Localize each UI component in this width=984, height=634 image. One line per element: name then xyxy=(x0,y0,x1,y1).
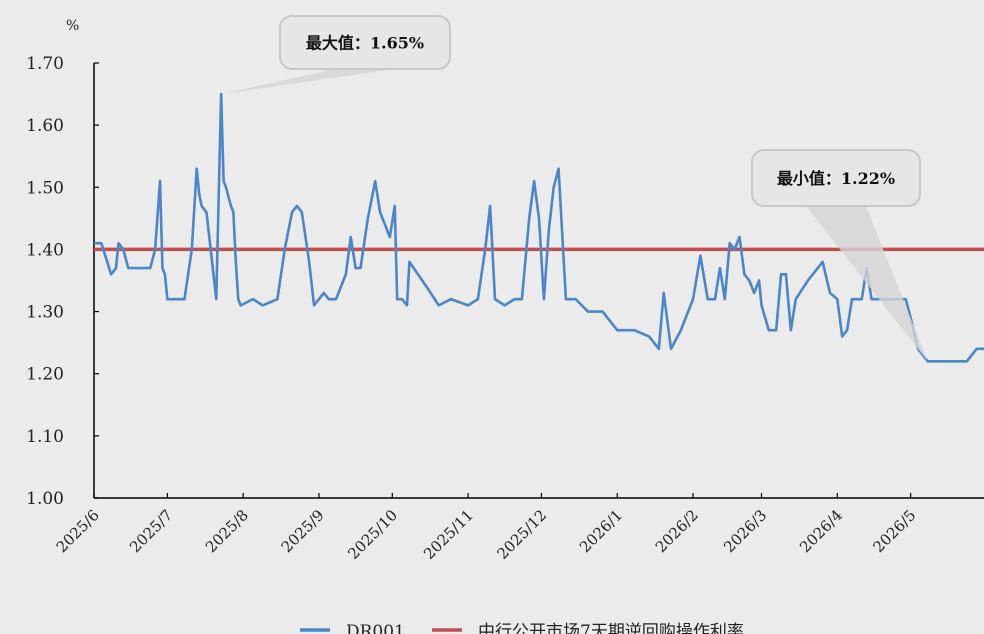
x-tick-label: 2026/1 xyxy=(576,506,626,556)
callout-label: 最小值：1.22% xyxy=(777,169,895,188)
callout-pointer xyxy=(806,206,928,362)
x-tick-label: 2026/5 xyxy=(869,506,919,556)
callout-box xyxy=(279,15,451,70)
legend: DR001 中行公开市场7天期逆回购操作利率 xyxy=(300,622,744,634)
x-tick-label: 2025/12 xyxy=(493,506,550,563)
x-tick-label: 2025/7 xyxy=(126,506,176,556)
y-tick-label: 1.50 xyxy=(26,178,64,198)
callout-pointer xyxy=(221,69,395,95)
axes: 1.00 1.10 1.20 1.30 1.40 1.50 1.60 1.70 2025/6 20… xyxy=(26,54,984,563)
y-unit-label: % xyxy=(66,18,79,34)
y-tick-label: 1.70 xyxy=(26,54,64,74)
y-tick-label: 1.00 xyxy=(26,489,64,509)
x-tick-label: 2026/4 xyxy=(796,506,846,556)
legend-item-reverse-repo-rate: 中行公开市场7天期逆回购操作利率 xyxy=(478,622,744,634)
x-tick-label: 2025/6 xyxy=(53,506,103,556)
x-tick-label: 2025/11 xyxy=(420,506,477,563)
x-tick-label: 2026/3 xyxy=(720,506,770,556)
callout-box xyxy=(751,149,921,207)
y-tick-label: 1.10 xyxy=(26,427,64,447)
x-tick-label: 2026/2 xyxy=(652,506,702,556)
x-tick-label: 2025/8 xyxy=(202,506,252,556)
series-layer xyxy=(94,92,984,363)
series-line-dr001 xyxy=(94,92,984,363)
annotation-layer: 最大值：1.65% 最小值：1.22% xyxy=(221,15,928,362)
y-tick-label: 1.60 xyxy=(26,116,64,136)
y-tick-label: 1.20 xyxy=(26,365,64,385)
y-tick-label: 1.30 xyxy=(26,303,64,323)
x-tick-label: 2025/9 xyxy=(278,506,328,556)
legend-item-dr001: DR001 xyxy=(346,622,405,634)
y-tick-label: 1.40 xyxy=(26,240,64,260)
callout-label: 最大值：1.65% xyxy=(306,34,424,53)
x-tick-label: 2025/10 xyxy=(344,506,401,563)
